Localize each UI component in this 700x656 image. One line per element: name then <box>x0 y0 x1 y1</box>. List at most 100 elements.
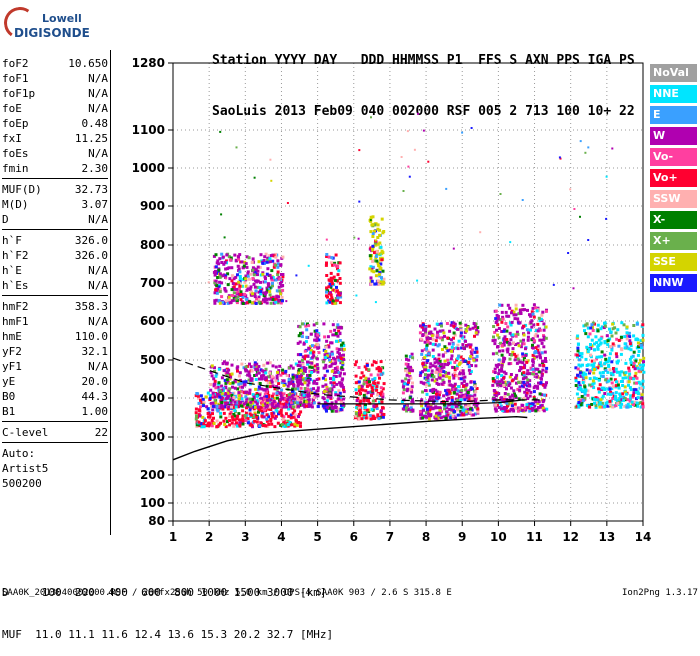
echo-point <box>577 405 581 408</box>
param-value: 3.07 <box>81 198 109 211</box>
echo-point <box>287 378 291 382</box>
echo-point <box>324 365 328 369</box>
echo-point <box>237 382 241 386</box>
param-row: MUF(D) 32.73 <box>2 182 108 197</box>
echo-point <box>450 398 454 402</box>
echo-point <box>296 400 300 404</box>
echo-point <box>381 406 384 410</box>
echo-point <box>220 392 224 396</box>
echo-point <box>312 369 316 373</box>
echo-point <box>518 385 522 389</box>
echo-point <box>425 347 428 351</box>
echo-point <box>406 382 410 386</box>
echo-point <box>291 415 295 419</box>
echo-point <box>267 284 270 288</box>
echo-point <box>426 349 430 353</box>
echo-point <box>507 314 511 318</box>
echo-point <box>289 413 293 417</box>
echo-point <box>249 377 253 381</box>
echo-point <box>312 354 316 358</box>
echo-point <box>354 360 358 364</box>
echo-point <box>463 375 467 379</box>
echo-point <box>537 370 541 374</box>
echo-point <box>435 412 438 416</box>
echo-point <box>298 340 302 344</box>
echo-point <box>583 329 586 333</box>
echo-point <box>227 298 231 301</box>
echo-point <box>280 295 284 299</box>
echo-point <box>267 260 271 264</box>
echo-point <box>577 363 581 367</box>
echo-point <box>227 255 231 259</box>
echo-point <box>536 349 539 352</box>
echo-point <box>604 401 608 405</box>
echo-point <box>542 334 545 338</box>
echo-point <box>269 398 273 402</box>
echo-point <box>330 256 334 260</box>
echo-point <box>276 262 280 266</box>
echo-point <box>229 410 233 414</box>
echo-point <box>422 328 425 332</box>
echo-point <box>253 361 257 365</box>
echo-point <box>632 334 636 338</box>
echo-point <box>429 405 433 409</box>
echo-point <box>371 248 375 252</box>
echo-point <box>500 330 504 333</box>
echo-point <box>425 407 429 411</box>
echo-point <box>452 331 456 335</box>
echo-point <box>213 382 217 386</box>
echo-point <box>599 341 603 345</box>
echo-point <box>628 372 632 376</box>
echo-point <box>629 344 633 348</box>
echo-point <box>300 396 304 400</box>
echo-point <box>422 323 425 327</box>
echo-point <box>268 297 272 301</box>
echo-point <box>224 416 228 420</box>
echo-point <box>583 396 587 400</box>
echo-point <box>531 346 535 350</box>
echo-point <box>512 313 516 317</box>
echo-point <box>279 301 283 305</box>
echo-point <box>525 372 529 376</box>
echo-point <box>439 322 443 326</box>
echo-point <box>514 396 518 400</box>
echo-point <box>443 334 446 338</box>
echo-point <box>278 289 282 293</box>
echo-point <box>211 391 215 395</box>
echo-point <box>521 308 525 312</box>
echo-point <box>501 315 505 319</box>
echo-point <box>443 407 446 411</box>
echo-point <box>247 256 251 260</box>
echo-point <box>230 279 234 283</box>
echo-point <box>296 402 300 406</box>
param-label: yF2 <box>2 345 22 358</box>
echo-point-sparse <box>605 175 608 178</box>
echo-point <box>245 369 248 373</box>
echo-point <box>223 260 227 264</box>
echo-point <box>212 384 216 388</box>
echo-point <box>610 360 614 364</box>
echo-point <box>523 406 527 410</box>
echo-point <box>435 406 439 410</box>
echo-point <box>469 343 473 347</box>
echo-point <box>262 259 266 262</box>
echo-point <box>434 392 438 396</box>
echo-point <box>224 403 228 406</box>
echo-point <box>260 396 264 400</box>
echo-point <box>516 353 520 357</box>
echo-point <box>296 383 300 387</box>
echo-point <box>447 375 451 379</box>
echo-point <box>235 287 239 291</box>
echo-point <box>253 413 257 417</box>
echo-point <box>325 253 329 256</box>
echo-point <box>598 383 602 387</box>
echo-point <box>574 379 578 383</box>
echo-point <box>542 409 546 413</box>
echo-point <box>454 388 458 392</box>
echo-point <box>251 397 254 401</box>
echo-point <box>247 370 251 374</box>
echo-point <box>311 355 315 359</box>
echo-point <box>431 342 435 346</box>
echo-point <box>367 377 371 381</box>
echo-point <box>305 335 309 339</box>
